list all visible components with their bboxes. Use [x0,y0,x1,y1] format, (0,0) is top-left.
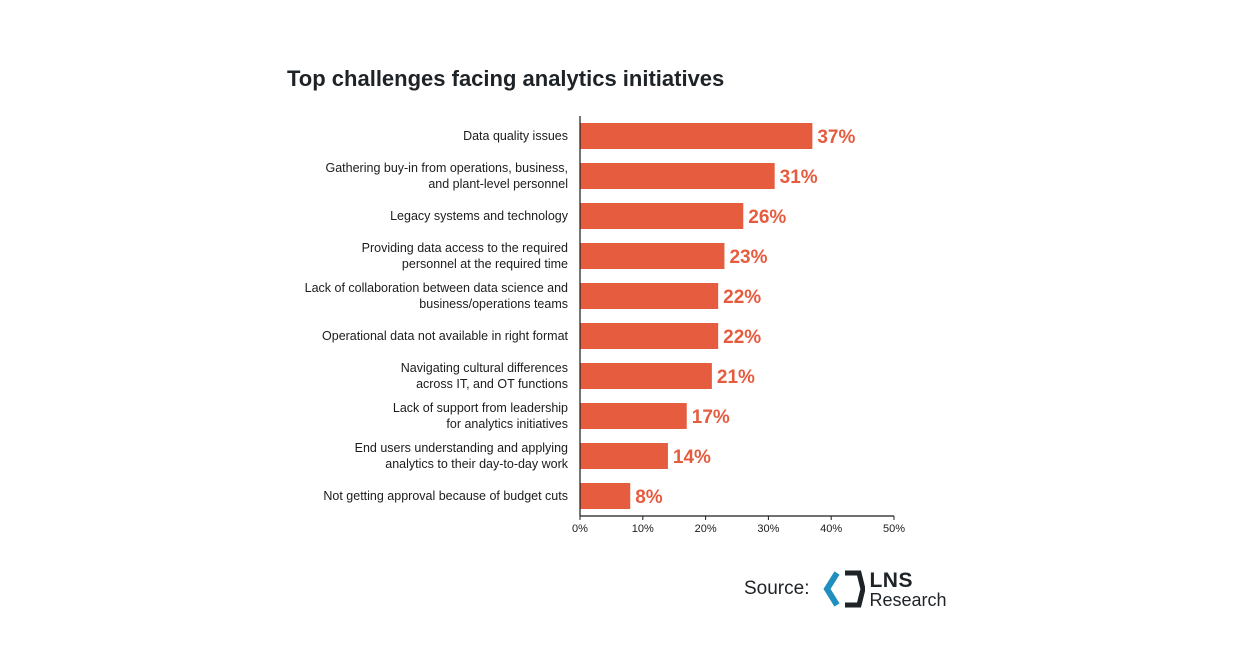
category-label: Data quality issues [463,129,568,143]
category-label: Lack of collaboration between data scien… [305,281,568,311]
x-tick-label: 50% [883,523,905,535]
bar [580,243,725,269]
bar [580,163,775,189]
source-label: Source: [744,578,810,599]
value-label: 22% [723,327,761,348]
bar [580,323,719,349]
category-label: Not getting approval because of budget c… [323,489,568,503]
value-label: 17% [692,407,730,428]
value-label: 21% [717,367,755,388]
source-credit: Source: LNS Research [744,568,947,610]
bar [580,203,744,229]
bar [580,283,719,309]
bars-layer [580,123,813,509]
value-label: 26% [748,207,786,228]
bar [580,123,813,149]
value-label: 8% [635,487,663,508]
value-label: 14% [673,447,711,468]
bar-chart: Data quality issues Gathering buy-in from… [305,116,905,535]
x-tick-label: 0% [572,523,588,535]
value-label: 23% [729,247,767,268]
lns-chevron-logo-icon [823,570,866,608]
bar [580,403,687,429]
bar [580,443,668,469]
value-label: 22% [723,287,761,308]
value-label: 37% [817,127,855,148]
chart-title: Top challenges facing analytics initiati… [287,66,725,91]
logo-text-research: Research [869,589,947,610]
value-labels: 37% 31% 26% 23% 22% 22% 21% 17% 14% 8% [635,127,855,508]
x-tick-label: 30% [757,523,779,535]
category-label: End users understanding and applying anal… [355,441,569,471]
category-labels: Data quality issues Gathering buy-in from… [305,129,569,503]
bar [580,363,712,389]
logo-text-lns: LNS [869,568,913,592]
x-tick-label: 20% [695,523,717,535]
bar [580,483,631,509]
category-label: Navigating cultural differences across IT… [401,361,568,391]
x-tick-label: 40% [820,523,842,535]
value-label: 31% [780,167,818,188]
category-label: Gathering buy-in from operations, busine… [326,161,569,191]
lns-research-logo: LNS Research [823,568,947,610]
x-tick-label: 10% [632,523,654,535]
axes: 0% 10% 20% 30% 40% 50% [572,116,905,535]
category-label: Providing data access to the required per… [362,241,568,271]
category-label: Operational data not available in right … [322,329,569,343]
category-label: Lack of support from leadership for analy… [393,401,568,431]
category-label: Legacy systems and technology [390,209,569,223]
